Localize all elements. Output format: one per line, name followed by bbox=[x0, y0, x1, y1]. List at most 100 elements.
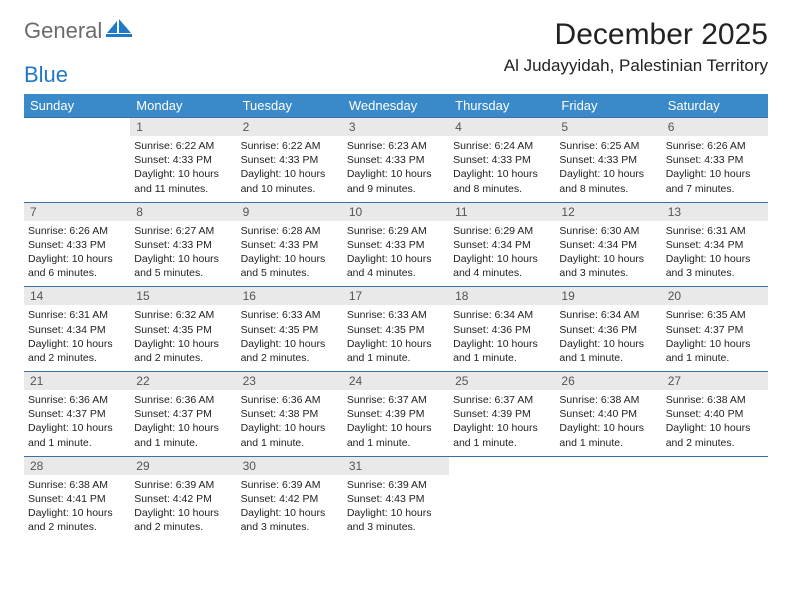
day-cell-line: Sunset: 4:35 PM bbox=[241, 323, 339, 337]
day-cell-line: Daylight: 10 hours bbox=[347, 506, 445, 520]
day-cell: Sunrise: 6:24 AMSunset: 4:33 PMDaylight:… bbox=[449, 136, 555, 202]
day-number: 18 bbox=[449, 287, 555, 306]
dow-friday: Friday bbox=[555, 94, 661, 118]
day-cell-line: and 1 minute. bbox=[347, 436, 445, 450]
day-cell-line: and 2 minutes. bbox=[666, 436, 764, 450]
day-cell-line: and 1 minute. bbox=[559, 436, 657, 450]
day-cell: Sunrise: 6:23 AMSunset: 4:33 PMDaylight:… bbox=[343, 136, 449, 202]
day-number: 13 bbox=[662, 202, 768, 221]
day-number: 8 bbox=[130, 202, 236, 221]
day-cell: Sunrise: 6:36 AMSunset: 4:38 PMDaylight:… bbox=[237, 390, 343, 456]
week-row: Sunrise: 6:38 AMSunset: 4:41 PMDaylight:… bbox=[24, 475, 768, 541]
dow-saturday: Saturday bbox=[662, 94, 768, 118]
day-cell-line: Sunrise: 6:26 AM bbox=[28, 224, 126, 238]
day-number: 25 bbox=[449, 372, 555, 391]
day-cell-line: Sunrise: 6:39 AM bbox=[134, 478, 232, 492]
day-number bbox=[555, 456, 661, 475]
day-cell-line: and 2 minutes. bbox=[134, 351, 232, 365]
dow-tuesday: Tuesday bbox=[237, 94, 343, 118]
daynum-row: 28293031 bbox=[24, 456, 768, 475]
day-cell-line: Sunset: 4:42 PM bbox=[241, 492, 339, 506]
day-cell: Sunrise: 6:32 AMSunset: 4:35 PMDaylight:… bbox=[130, 305, 236, 371]
day-cell-line: and 7 minutes. bbox=[666, 182, 764, 196]
day-cell-line: and 6 minutes. bbox=[28, 266, 126, 280]
day-cell-line: Sunset: 4:40 PM bbox=[666, 407, 764, 421]
day-cell-line: and 8 minutes. bbox=[559, 182, 657, 196]
day-cell: Sunrise: 6:36 AMSunset: 4:37 PMDaylight:… bbox=[130, 390, 236, 456]
day-number: 5 bbox=[555, 118, 661, 137]
day-number: 26 bbox=[555, 372, 661, 391]
daynum-row: 14151617181920 bbox=[24, 287, 768, 306]
day-number: 21 bbox=[24, 372, 130, 391]
day-cell: Sunrise: 6:33 AMSunset: 4:35 PMDaylight:… bbox=[237, 305, 343, 371]
day-cell bbox=[24, 136, 130, 202]
day-number: 10 bbox=[343, 202, 449, 221]
day-cell-line: Sunrise: 6:26 AM bbox=[666, 139, 764, 153]
day-cell-line: and 1 minute. bbox=[347, 351, 445, 365]
day-cell-line: Sunset: 4:35 PM bbox=[347, 323, 445, 337]
day-cell-line: Daylight: 10 hours bbox=[28, 337, 126, 351]
day-cell: Sunrise: 6:39 AMSunset: 4:43 PMDaylight:… bbox=[343, 475, 449, 541]
day-cell-line: Daylight: 10 hours bbox=[134, 167, 232, 181]
dow-wednesday: Wednesday bbox=[343, 94, 449, 118]
day-number: 20 bbox=[662, 287, 768, 306]
dow-monday: Monday bbox=[130, 94, 236, 118]
day-cell: Sunrise: 6:25 AMSunset: 4:33 PMDaylight:… bbox=[555, 136, 661, 202]
day-cell-line: Sunset: 4:43 PM bbox=[347, 492, 445, 506]
logo: General bbox=[24, 18, 134, 44]
logo-text-general: General bbox=[24, 18, 102, 44]
day-cell-line: and 1 minute. bbox=[453, 351, 551, 365]
day-cell-line: and 1 minute. bbox=[134, 436, 232, 450]
day-number: 16 bbox=[237, 287, 343, 306]
day-cell-line: and 2 minutes. bbox=[241, 351, 339, 365]
location: Al Judayyidah, Palestinian Territory bbox=[504, 56, 768, 76]
day-cell-line: Daylight: 10 hours bbox=[666, 252, 764, 266]
day-number: 29 bbox=[130, 456, 236, 475]
day-cell-line: Sunrise: 6:31 AM bbox=[28, 308, 126, 322]
day-cell-line: Daylight: 10 hours bbox=[134, 337, 232, 351]
day-cell-line: and 2 minutes. bbox=[134, 520, 232, 534]
day-cell-line: Daylight: 10 hours bbox=[559, 167, 657, 181]
day-cell-line: Sunrise: 6:37 AM bbox=[453, 393, 551, 407]
day-cell-line: Sunset: 4:34 PM bbox=[453, 238, 551, 252]
day-cell-line: Sunset: 4:37 PM bbox=[134, 407, 232, 421]
day-cell-line: Sunset: 4:37 PM bbox=[666, 323, 764, 337]
day-cell-line: Daylight: 10 hours bbox=[28, 421, 126, 435]
day-cell-line: and 1 minute. bbox=[666, 351, 764, 365]
day-cell: Sunrise: 6:27 AMSunset: 4:33 PMDaylight:… bbox=[130, 221, 236, 287]
day-cell-line: Sunrise: 6:36 AM bbox=[134, 393, 232, 407]
day-cell-line: and 3 minutes. bbox=[559, 266, 657, 280]
day-cell-line: Sunset: 4:33 PM bbox=[347, 153, 445, 167]
day-number: 14 bbox=[24, 287, 130, 306]
day-cell-line: Daylight: 10 hours bbox=[241, 337, 339, 351]
day-cell-line: Daylight: 10 hours bbox=[134, 506, 232, 520]
day-cell-line: Sunset: 4:33 PM bbox=[134, 238, 232, 252]
day-number: 4 bbox=[449, 118, 555, 137]
month-title: December 2025 bbox=[504, 18, 768, 52]
day-number: 30 bbox=[237, 456, 343, 475]
day-number: 22 bbox=[130, 372, 236, 391]
day-cell: Sunrise: 6:34 AMSunset: 4:36 PMDaylight:… bbox=[555, 305, 661, 371]
day-cell-line: Sunrise: 6:34 AM bbox=[559, 308, 657, 322]
day-cell-line: Sunrise: 6:27 AM bbox=[134, 224, 232, 238]
calendar-table: Sunday Monday Tuesday Wednesday Thursday… bbox=[24, 94, 768, 540]
day-cell-line: and 1 minute. bbox=[559, 351, 657, 365]
day-cell-line: Sunrise: 6:31 AM bbox=[666, 224, 764, 238]
day-cell-line: Sunset: 4:33 PM bbox=[28, 238, 126, 252]
day-cell-line: Sunrise: 6:24 AM bbox=[453, 139, 551, 153]
day-cell-line: Sunset: 4:33 PM bbox=[241, 238, 339, 252]
day-cell: Sunrise: 6:37 AMSunset: 4:39 PMDaylight:… bbox=[449, 390, 555, 456]
week-row: Sunrise: 6:31 AMSunset: 4:34 PMDaylight:… bbox=[24, 305, 768, 371]
day-cell-line: Daylight: 10 hours bbox=[559, 252, 657, 266]
day-cell-line: Sunrise: 6:37 AM bbox=[347, 393, 445, 407]
day-cell-line: and 11 minutes. bbox=[134, 182, 232, 196]
day-cell-line: Sunset: 4:35 PM bbox=[134, 323, 232, 337]
day-cell-line: Sunset: 4:34 PM bbox=[28, 323, 126, 337]
day-cell: Sunrise: 6:38 AMSunset: 4:40 PMDaylight:… bbox=[662, 390, 768, 456]
day-cell: Sunrise: 6:28 AMSunset: 4:33 PMDaylight:… bbox=[237, 221, 343, 287]
day-cell-line: and 1 minute. bbox=[241, 436, 339, 450]
day-number: 24 bbox=[343, 372, 449, 391]
day-number: 2 bbox=[237, 118, 343, 137]
day-cell: Sunrise: 6:39 AMSunset: 4:42 PMDaylight:… bbox=[237, 475, 343, 541]
day-cell-line: Sunset: 4:39 PM bbox=[347, 407, 445, 421]
